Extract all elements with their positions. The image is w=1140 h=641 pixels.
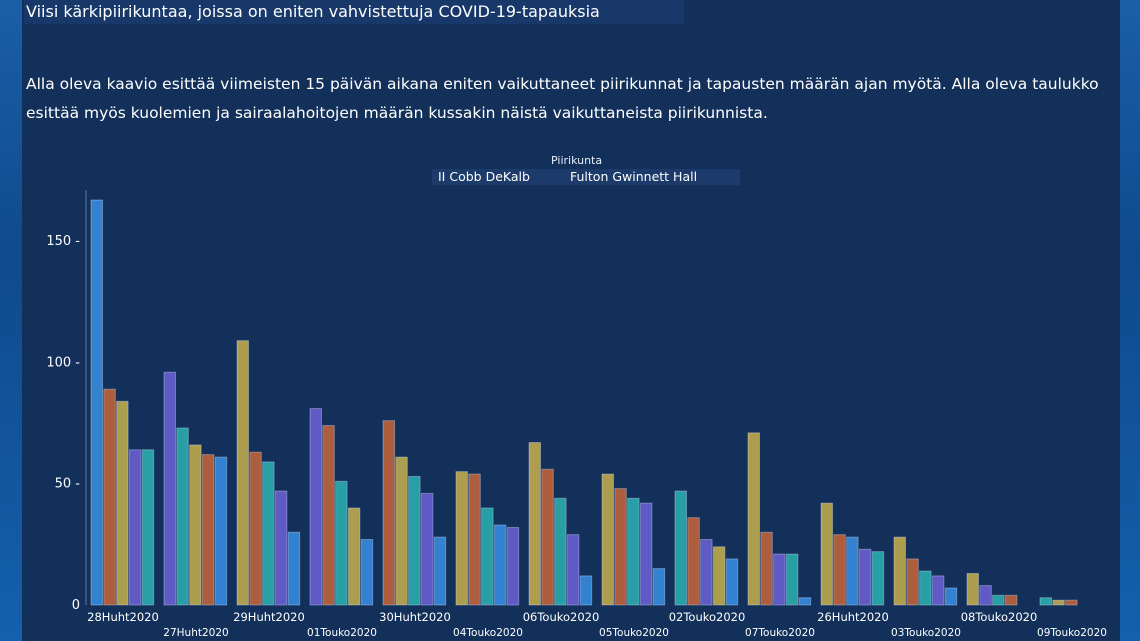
bar[interactable]: [601, 473, 614, 606]
bar[interactable]: [820, 502, 833, 606]
page-title: Viisi kärkipiirikuntaa, joissa on eniten…: [24, 0, 684, 24]
right-frame: [1120, 0, 1140, 641]
bar[interactable]: [262, 461, 275, 606]
bar[interactable]: [566, 534, 580, 606]
x-tick-label: 02Touko2020: [669, 610, 746, 624]
left-frame: [0, 0, 22, 641]
bar[interactable]: [433, 536, 447, 606]
bar[interactable]: [214, 456, 228, 606]
bar[interactable]: [674, 490, 687, 606]
bar[interactable]: [236, 340, 249, 606]
bar[interactable]: [189, 444, 202, 606]
bar[interactable]: [249, 451, 262, 606]
bar[interactable]: [541, 468, 554, 606]
bar[interactable]: [468, 473, 481, 606]
bar[interactable]: [966, 572, 979, 606]
bar[interactable]: [712, 546, 726, 606]
bar[interactable]: [528, 442, 541, 606]
bar[interactable]: [687, 517, 700, 606]
bar[interactable]: [944, 587, 958, 606]
y-tick-label: 100 -: [46, 355, 80, 370]
x-tick-label: 29Huht2020: [233, 610, 305, 624]
bar[interactable]: [455, 471, 468, 606]
bar[interactable]: [493, 524, 507, 606]
x-tick-label: 30Huht2020: [379, 610, 451, 624]
x-tick-label: 28Huht2020: [87, 610, 159, 624]
bar[interactable]: [614, 488, 627, 606]
bar[interactable]: [554, 497, 567, 606]
bar[interactable]: [176, 427, 189, 606]
legend-group-1[interactable]: II Cobb DeKalb: [432, 169, 550, 185]
x-tick-label: 26Huht2020: [817, 610, 889, 624]
bar[interactable]: [1004, 594, 1018, 606]
bar[interactable]: [128, 449, 142, 606]
y-tick-label: 50 -: [55, 477, 81, 492]
x-tick-label: 05Touko2020: [599, 627, 669, 639]
bar[interactable]: [652, 568, 666, 606]
y-tick-label: 0: [72, 598, 80, 613]
y-tick-label: 150 -: [46, 234, 80, 249]
bar[interactable]: [725, 558, 739, 606]
x-tick-label: 01Touko2020: [307, 627, 377, 639]
bar[interactable]: [858, 548, 872, 606]
bar[interactable]: [992, 594, 1005, 606]
bar[interactable]: [481, 507, 494, 606]
description-line-1: Alla oleva kaavio esittää viimeisten 15 …: [26, 75, 1099, 93]
x-tick-label: 04Touko2020: [453, 627, 523, 639]
bar[interactable]: [906, 558, 919, 606]
x-tick-label: 08Touko2020: [961, 610, 1038, 624]
bar[interactable]: [506, 526, 520, 606]
x-tick-label: 03Touko2020: [891, 627, 961, 639]
bar[interactable]: [201, 454, 215, 606]
bar[interactable]: [871, 551, 885, 606]
bar[interactable]: [785, 553, 799, 606]
bar[interactable]: [1052, 599, 1065, 606]
bar[interactable]: [103, 388, 116, 606]
bar[interactable]: [309, 408, 322, 606]
bar[interactable]: [700, 539, 713, 606]
bar[interactable]: [833, 534, 846, 606]
bar[interactable]: [627, 497, 640, 606]
bar[interactable]: [382, 420, 395, 606]
bar[interactable]: [335, 480, 348, 606]
bar[interactable]: [639, 502, 653, 606]
bar[interactable]: [116, 400, 129, 606]
bar[interactable]: [347, 507, 361, 606]
bar[interactable]: [979, 585, 992, 606]
bar[interactable]: [360, 539, 374, 606]
description-line-2: esittää myös kuolemien ja sairaalahoitoj…: [26, 104, 768, 122]
bar[interactable]: [141, 449, 155, 606]
bar[interactable]: [395, 456, 408, 606]
bar[interactable]: [274, 490, 288, 606]
bar[interactable]: [163, 371, 176, 606]
bar[interactable]: [798, 597, 812, 606]
bar[interactable]: [420, 492, 434, 606]
bar[interactable]: [846, 536, 859, 606]
chart-description: Alla oleva kaavio esittää viimeisten 15 …: [26, 70, 1126, 128]
bar[interactable]: [579, 575, 593, 606]
legend-group-2[interactable]: Fulton Gwinnett Hall: [550, 169, 740, 185]
x-tick-label: 27Huht2020: [163, 627, 228, 639]
x-tick-label: 09Touko2020: [1037, 627, 1107, 639]
bar[interactable]: [931, 575, 945, 606]
bar[interactable]: [322, 425, 335, 606]
bar[interactable]: [287, 531, 301, 606]
legend-title: Piirikunta: [551, 154, 603, 167]
bar[interactable]: [408, 475, 421, 606]
bar[interactable]: [90, 199, 103, 606]
bar[interactable]: [919, 570, 932, 606]
bar[interactable]: [747, 432, 760, 606]
bar[interactable]: [1039, 597, 1052, 606]
bar[interactable]: [760, 531, 773, 606]
x-tick-label: 07Touko2020: [745, 627, 815, 639]
bar[interactable]: [773, 553, 786, 606]
bar[interactable]: [893, 536, 906, 606]
x-tick-label: 06Touko2020: [523, 610, 600, 624]
bar[interactable]: [1065, 599, 1078, 606]
